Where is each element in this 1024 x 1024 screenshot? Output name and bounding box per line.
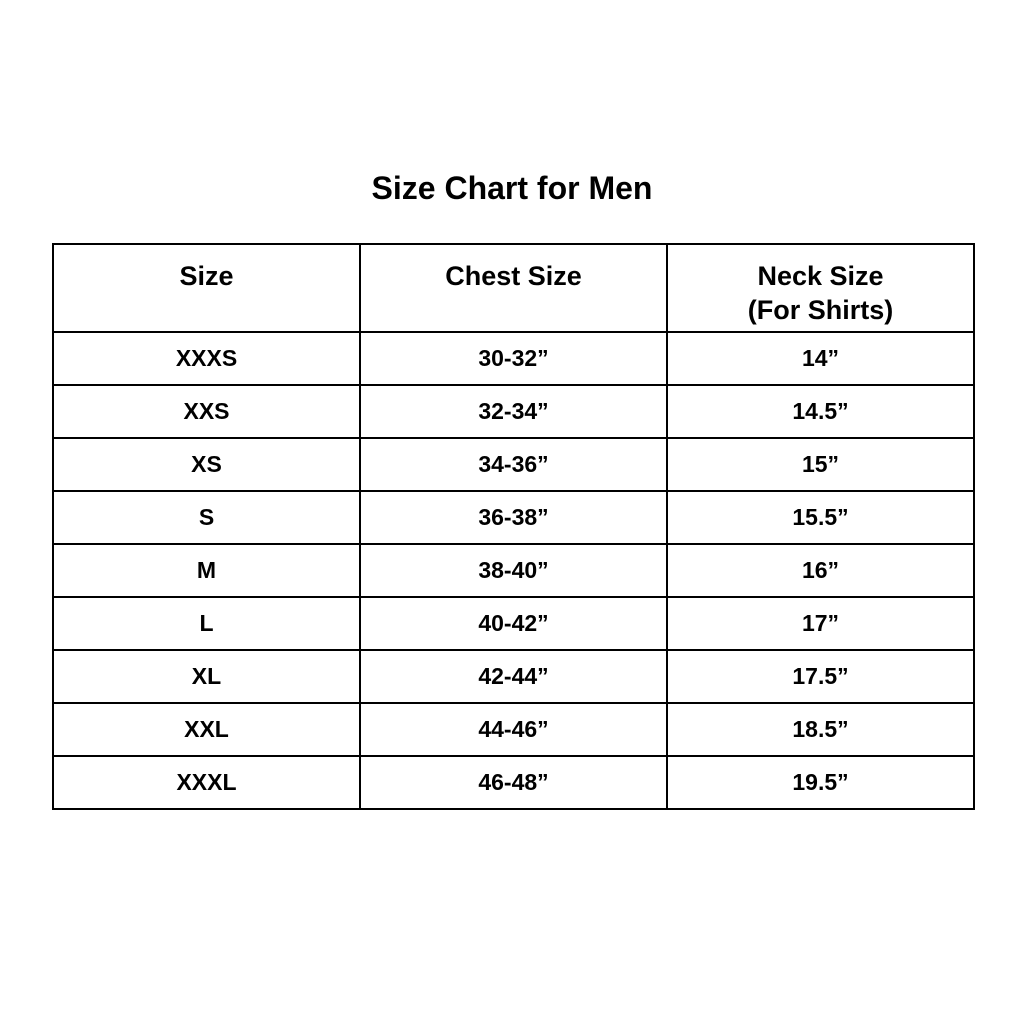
cell-size: XXXS [52,331,361,386]
table-row: M 38-40” 16” [52,543,975,598]
cell-chest: 36-38” [359,490,668,545]
table-row: XXS 32-34” 14.5” [52,384,975,439]
header-chest-size: Chest Size [359,243,668,333]
table-row: XL 42-44” 17.5” [52,649,975,704]
cell-chest: 42-44” [359,649,668,704]
header-neck-size: Neck Size (For Shirts) [666,243,975,333]
cell-size: L [52,596,361,651]
table-row: XXXS 30-32” 14” [52,331,975,386]
cell-neck: 14.5” [666,384,975,439]
table-row: L 40-42” 17” [52,596,975,651]
cell-chest: 32-34” [359,384,668,439]
cell-size: XL [52,649,361,704]
table-row: S 36-38” 15.5” [52,490,975,545]
cell-chest: 40-42” [359,596,668,651]
size-chart-table: Size Chest Size Neck Size (For Shirts) X… [52,243,975,810]
cell-neck: 18.5” [666,702,975,757]
table-row: XS 34-36” 15” [52,437,975,492]
cell-neck: 14” [666,331,975,386]
cell-chest: 38-40” [359,543,668,598]
table-row: XXL 44-46” 18.5” [52,702,975,757]
header-neck-size-line2: (For Shirts) [747,295,894,325]
cell-chest: 34-36” [359,437,668,492]
page-title: Size Chart for Men [371,170,653,206]
cell-size: XS [52,437,361,492]
cell-neck: 17.5” [666,649,975,704]
cell-size: XXL [52,702,361,757]
cell-size: S [52,490,361,545]
cell-size: XXS [52,384,361,439]
header-neck-size-line1: Neck Size [757,261,884,291]
cell-chest: 44-46” [359,702,668,757]
cell-chest: 30-32” [359,331,668,386]
table-header-row: Size Chest Size Neck Size (For Shirts) [52,243,975,333]
cell-neck: 15.5” [666,490,975,545]
cell-chest: 46-48” [359,755,668,810]
table-row: XXXL 46-48” 19.5” [52,755,975,810]
cell-neck: 17” [666,596,975,651]
cell-neck: 16” [666,543,975,598]
cell-neck: 19.5” [666,755,975,810]
header-size: Size [52,243,361,333]
cell-neck: 15” [666,437,975,492]
cell-size: XXXL [52,755,361,810]
cell-size: M [52,543,361,598]
